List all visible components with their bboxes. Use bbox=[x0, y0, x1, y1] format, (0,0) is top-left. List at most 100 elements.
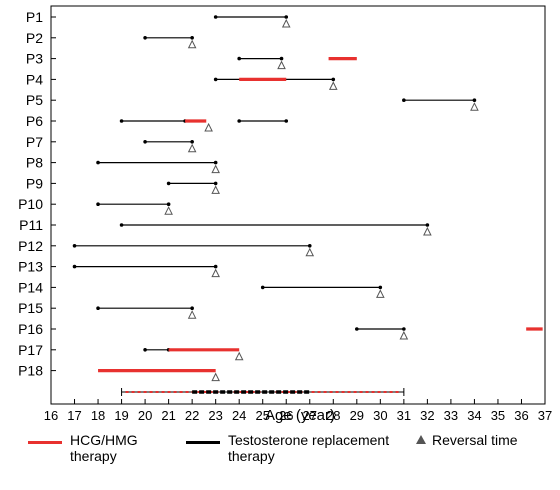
x-tick-label: 25 bbox=[255, 408, 269, 423]
reversal-marker-icon bbox=[305, 247, 315, 257]
reversal-marker-icon bbox=[211, 164, 220, 174]
reversal-marker-icon bbox=[187, 143, 197, 153]
segment-start-dot bbox=[96, 202, 100, 206]
legend: HCG/HMG therapy Testosterone replacement… bbox=[0, 432, 560, 490]
segment-end-dot bbox=[213, 264, 218, 269]
segment-end-dot bbox=[331, 77, 336, 82]
patient-rows-group bbox=[72, 15, 543, 396]
legend-item-testosterone: Testosterone replacement therapy bbox=[186, 432, 398, 464]
reversal-marker-icon bbox=[234, 351, 244, 361]
segment-start-dot bbox=[237, 56, 241, 61]
x-tick-label: 16 bbox=[44, 408, 58, 423]
x-tick-label: 36 bbox=[514, 408, 528, 423]
x-tick-label: 23 bbox=[208, 408, 222, 423]
segment-start-dot bbox=[355, 327, 359, 331]
x-tick-label: 17 bbox=[67, 408, 81, 423]
segment-start-dot bbox=[213, 15, 218, 19]
segment-end-dot bbox=[213, 181, 218, 186]
x-tick-label: 29 bbox=[350, 408, 364, 423]
segment-end-dot bbox=[425, 223, 430, 227]
patient-label: P11 bbox=[19, 217, 43, 233]
x-tick-label: 34 bbox=[467, 408, 481, 423]
reversal-marker-icon bbox=[211, 372, 220, 382]
reversal-marker-icon bbox=[204, 122, 213, 132]
x-tick-label: 22 bbox=[185, 408, 199, 423]
patient-label: P10 bbox=[18, 196, 43, 212]
legend-swatch-hcg bbox=[28, 441, 62, 444]
x-tick-label: 31 bbox=[397, 408, 411, 423]
reversal-marker-icon bbox=[399, 330, 409, 340]
patient-label: P1 bbox=[26, 9, 43, 25]
plot-frame bbox=[50, 5, 546, 405]
patient-label: P5 bbox=[26, 92, 43, 108]
segment-start-dot bbox=[402, 98, 406, 102]
patient-label: P17 bbox=[18, 342, 43, 358]
x-tick-label: 28 bbox=[326, 408, 340, 423]
segment-start-dot bbox=[237, 119, 241, 123]
segment-end-dot bbox=[307, 244, 312, 248]
reversal-marker-icon bbox=[211, 268, 220, 278]
timeline-chart: 16 17 18 19 20 21 22 23 24 25 26 27 28 29 30 31 32 33 34 35… bbox=[18, 5, 552, 424]
legend-item-hcg: HCG/HMG therapy bbox=[28, 432, 180, 464]
reversal-marker-icon bbox=[187, 310, 197, 319]
segment-start-dot bbox=[166, 181, 171, 186]
reversal-marker-icon bbox=[164, 206, 173, 215]
patient-label: P6 bbox=[26, 113, 43, 129]
reversal-marker-icon bbox=[211, 185, 220, 194]
segment-start-dot bbox=[96, 306, 100, 311]
reversal-marker-icon bbox=[423, 226, 432, 236]
legend-label-hcg: HCG/HMG therapy bbox=[70, 432, 138, 464]
reversal-marker-icon bbox=[277, 60, 286, 70]
patient-label: P8 bbox=[26, 155, 43, 171]
segment-end-dot bbox=[190, 36, 194, 40]
legend-label-testosterone: Testosterone replacement therapy bbox=[228, 432, 390, 464]
segment-start-dot bbox=[119, 119, 124, 123]
x-tick-label: 18 bbox=[91, 408, 105, 423]
segment-end-dot bbox=[378, 285, 383, 290]
patient-label: P4 bbox=[26, 71, 43, 87]
patient-label: P2 bbox=[26, 30, 43, 46]
segment-end-dot bbox=[402, 327, 406, 331]
patient-label: P3 bbox=[26, 51, 43, 67]
segment-start-dot bbox=[72, 244, 77, 248]
segment-end-dot bbox=[279, 56, 284, 61]
legend-triangle-icon bbox=[416, 435, 426, 444]
patient-label: P18 bbox=[18, 363, 43, 379]
segment-end-dot bbox=[213, 160, 218, 165]
patient-label: P16 bbox=[18, 321, 43, 337]
segment-start-dot bbox=[143, 36, 147, 40]
x-axis-label: Age (year) bbox=[265, 407, 335, 424]
patient-label: P15 bbox=[18, 300, 43, 316]
patient-label: P12 bbox=[18, 238, 43, 254]
legend-swatch-testosterone bbox=[186, 441, 220, 444]
segment-start-dot bbox=[119, 223, 124, 227]
x-tick-label: 27 bbox=[303, 408, 317, 423]
segment-start-dot bbox=[96, 160, 100, 165]
legend-label-reversal: Reversal time bbox=[432, 432, 518, 448]
segment-start-dot bbox=[213, 77, 218, 82]
x-tick-label: 32 bbox=[420, 408, 434, 423]
patient-label: P7 bbox=[26, 134, 43, 150]
x-tick-label: 26 bbox=[279, 408, 293, 423]
segment-start-dot bbox=[143, 348, 147, 352]
segment-start-dot bbox=[143, 140, 147, 144]
reversal-marker-icon bbox=[281, 18, 291, 28]
reversal-marker-icon bbox=[376, 289, 385, 298]
patient-label: P13 bbox=[18, 259, 43, 275]
segment-start-dot bbox=[72, 264, 77, 269]
patient-label: P14 bbox=[18, 279, 43, 295]
segment-end-dot bbox=[190, 140, 194, 144]
x-tick-label: 20 bbox=[138, 408, 152, 423]
reversal-marker-icon bbox=[328, 81, 338, 90]
x-tick-label: 35 bbox=[491, 408, 505, 423]
segment-end-dot bbox=[472, 98, 477, 102]
reversal-marker-icon bbox=[470, 102, 479, 111]
x-tick-label: 37 bbox=[538, 408, 552, 423]
x-tick-label: 24 bbox=[232, 408, 246, 423]
x-tick-label: 21 bbox=[161, 408, 175, 423]
x-tick-label: 19 bbox=[114, 408, 128, 423]
x-tick-label: 33 bbox=[444, 408, 458, 423]
patient-label: P9 bbox=[26, 175, 43, 191]
axes-group: 16 17 18 19 20 21 22 23 24 25 26 27 28 29 30 31 32 33 34 35… bbox=[18, 5, 552, 423]
